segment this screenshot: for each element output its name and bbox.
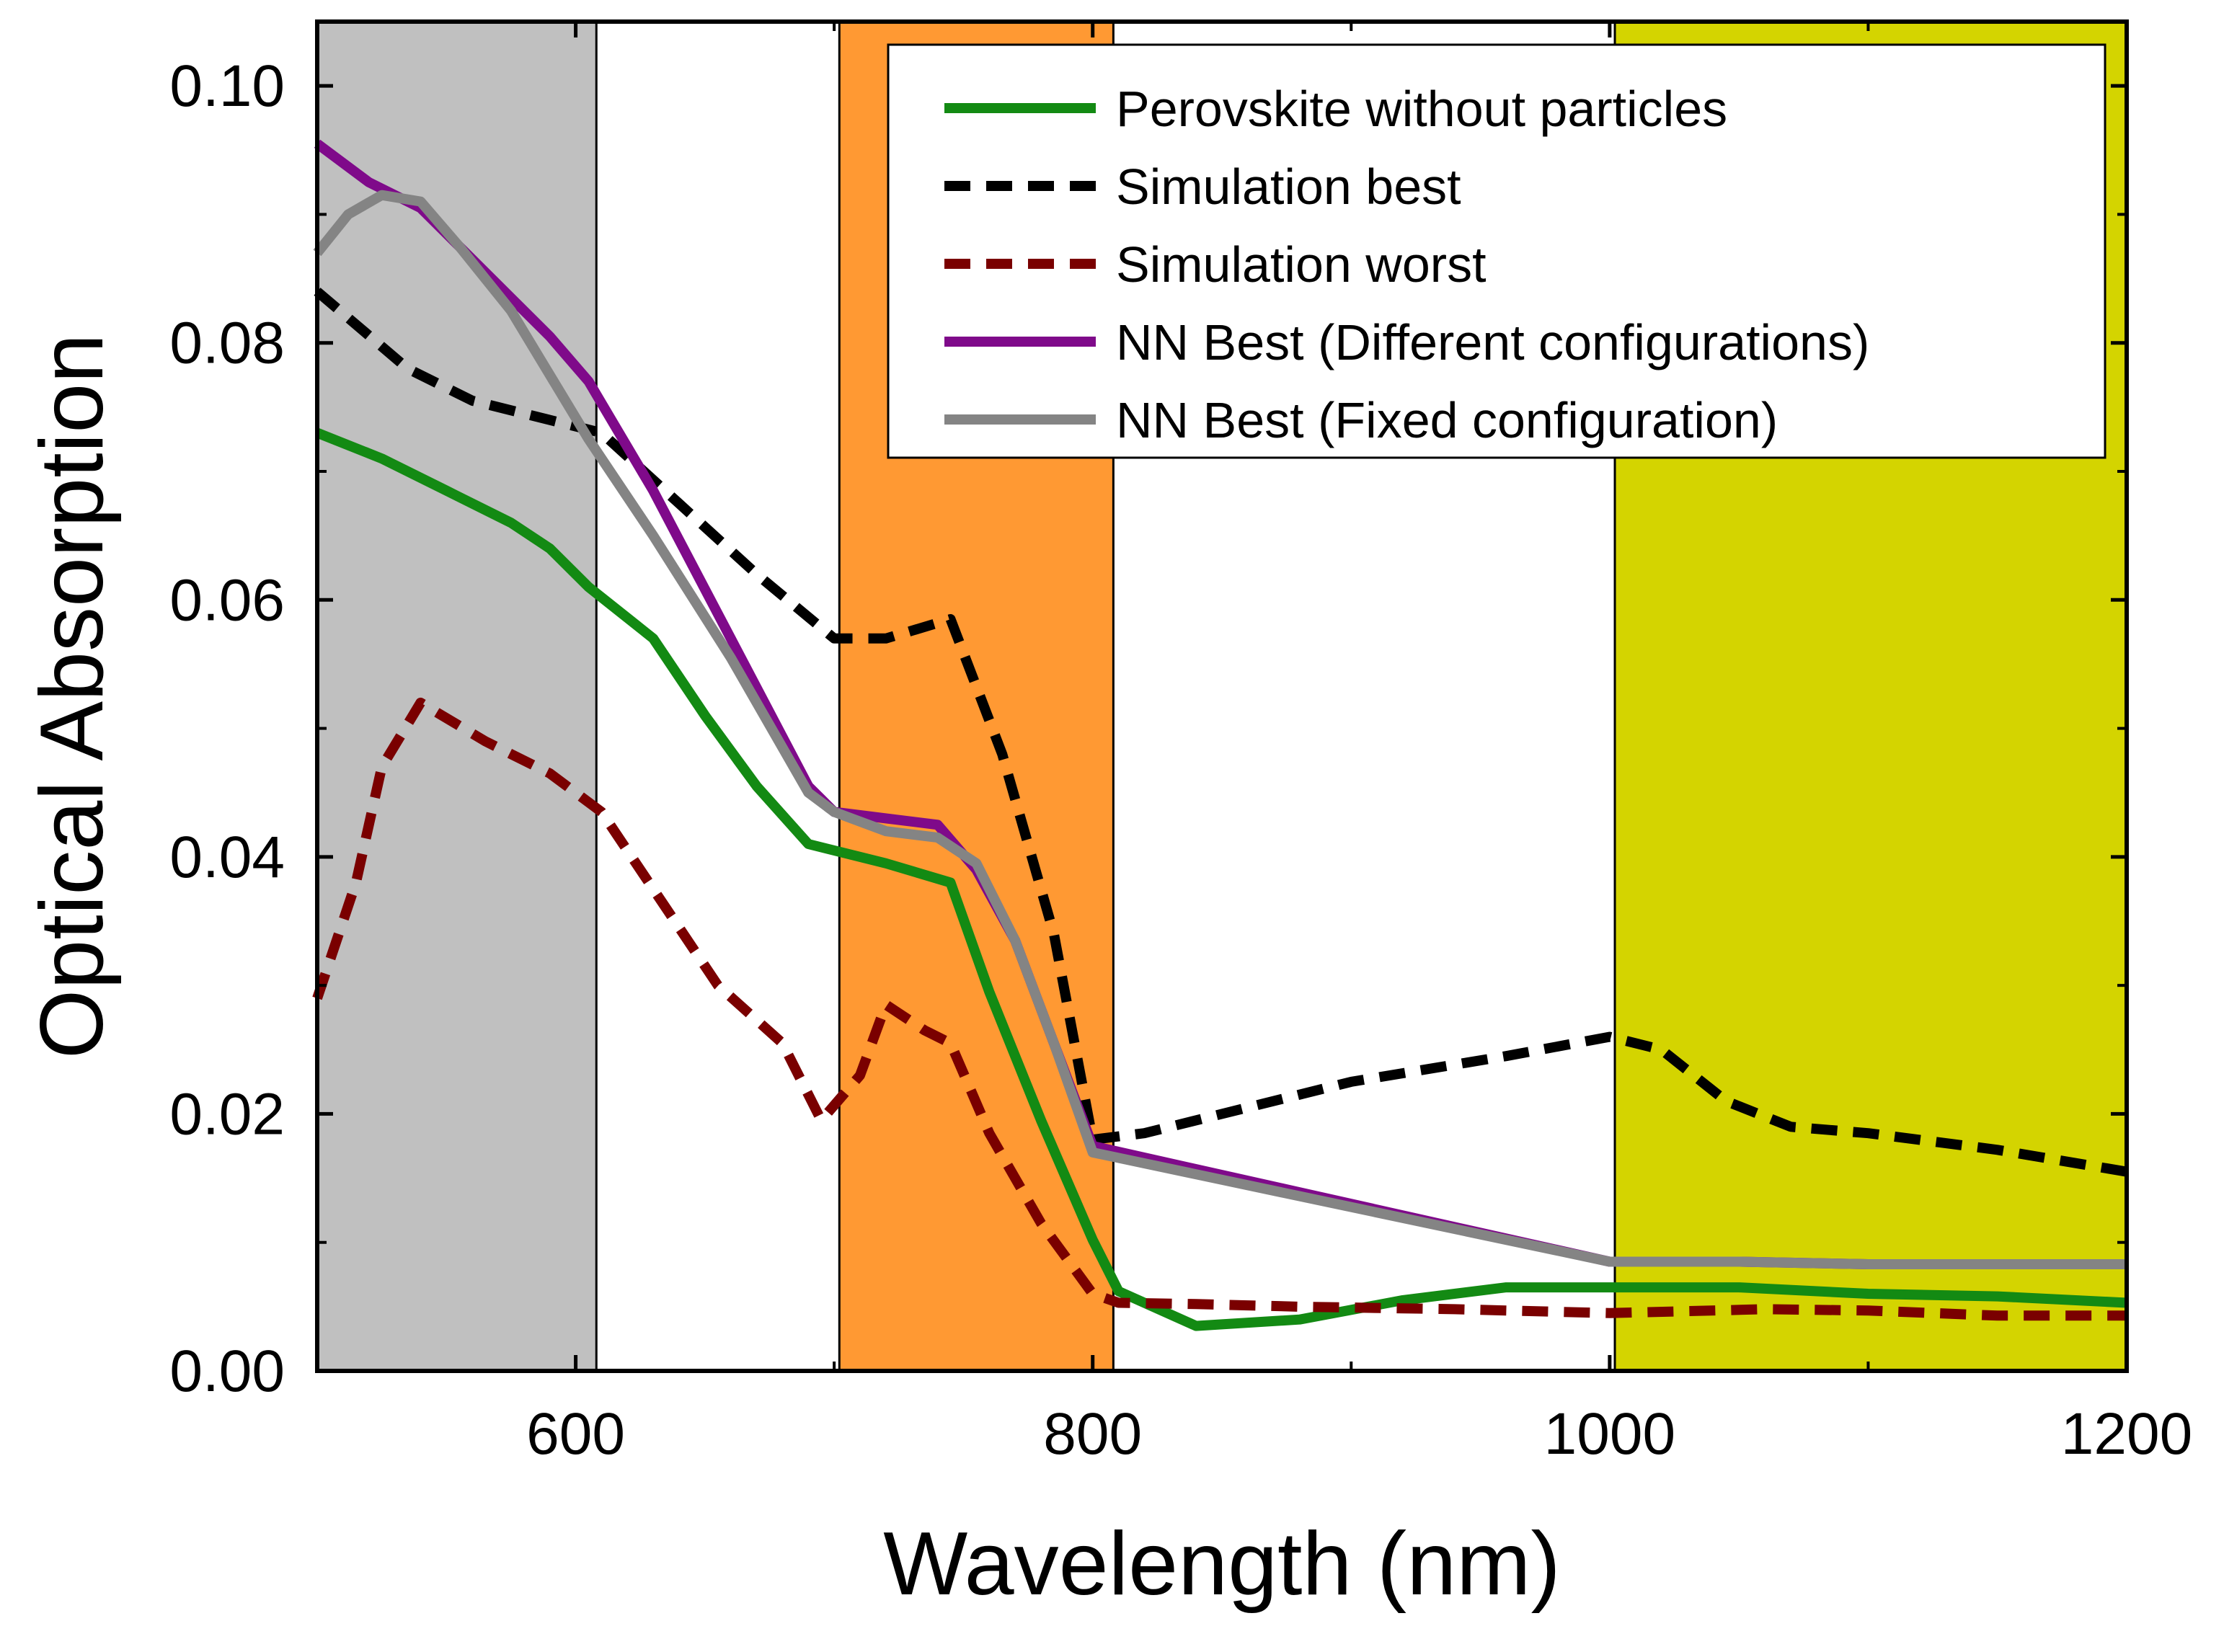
series-line-2 [314, 288, 2128, 1177]
x-tick-label: 600 [526, 1401, 625, 1467]
x-tick-labels: 600 800 1000 1200 [526, 1401, 2192, 1467]
legend: Perovskite without particles Simulation b… [887, 43, 2106, 459]
y-tick-label: 0.02 [169, 1081, 285, 1147]
x-tick-label: 800 [1043, 1401, 1142, 1467]
x-tick-label: 1000 [1544, 1401, 1675, 1467]
series-line-5 [313, 190, 2127, 1269]
gray-band [317, 22, 597, 1371]
y-axis-label: Optical Absorption [22, 334, 122, 1059]
y-tick-label: 0.06 [169, 567, 285, 633]
y-tick-label: 0.10 [169, 53, 285, 119]
series-lines [312, 139, 2128, 1331]
series-line-3 [312, 697, 2127, 1321]
legend-box [887, 43, 2106, 459]
plot-frame [315, 19, 2129, 1373]
x-tick-label: 1200 [2061, 1401, 2192, 1467]
y-tick-label: 0.00 [169, 1338, 285, 1404]
x-axis-label: Wavelength (nm) [883, 1514, 1561, 1614]
legend-label-5: NN Best (Fixed configuration) [1116, 392, 1778, 448]
legend-label-4: NN Best (Different configurations) [1116, 314, 1869, 370]
y-tick-label: 0.04 [169, 825, 285, 890]
legend-label-3: Simulation worst [1116, 236, 1487, 293]
y-tick-labels: 0.00 0.02 0.04 0.06 0.08 0.10 [169, 53, 285, 1404]
series-line-1 [315, 427, 2127, 1331]
y-tick-label: 0.08 [169, 311, 285, 376]
legend-label-1: Perovskite without particles [1116, 81, 1727, 137]
legend-label-2: Simulation best [1116, 159, 1461, 215]
